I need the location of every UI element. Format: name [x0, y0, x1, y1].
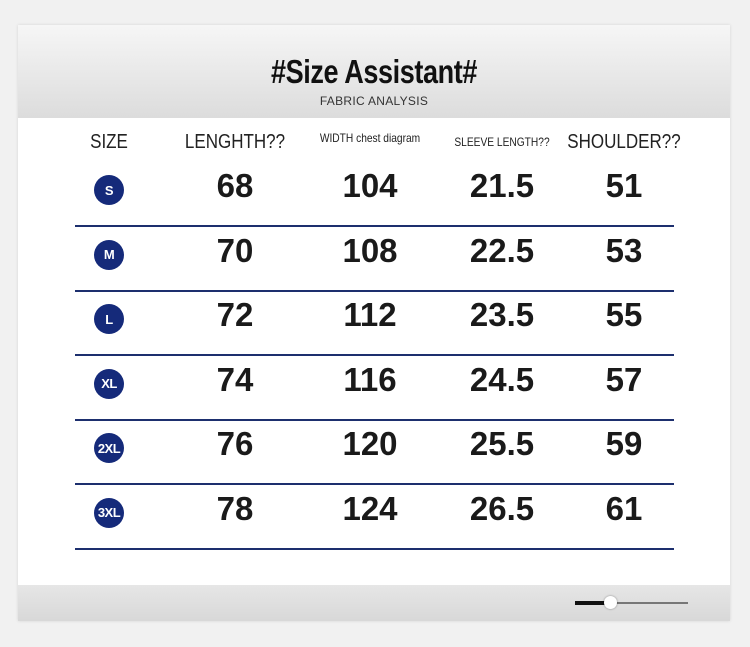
row-divider [75, 225, 674, 227]
cell-value: 59 [605, 425, 643, 462]
cell-value: 124 [342, 489, 398, 527]
cell-value: 55 [605, 296, 643, 333]
cell-value: 24.5 [469, 360, 535, 398]
footer-band [18, 585, 730, 621]
title: #Size Assistant# [270, 53, 477, 90]
size-badge: XL [94, 368, 124, 399]
cell-value: 25.5 [469, 425, 535, 462]
cell-value: 53 [605, 231, 643, 269]
cell-value: 57 [605, 360, 643, 398]
column-header: SHOULDER?? [567, 131, 681, 153]
cell-value: 70 [216, 231, 254, 269]
cell-value: 51 [605, 167, 643, 204]
size-badge: S [94, 175, 124, 205]
cell-value: 72 [216, 296, 254, 333]
cell-value: 23.5 [469, 296, 535, 333]
size-badge: 2XL [94, 433, 124, 463]
cell-value: 76 [216, 425, 254, 462]
size-badge: L [94, 304, 124, 334]
cell-value: 120 [342, 425, 398, 462]
cell-value: 26.5 [469, 489, 535, 527]
cell-value: 104 [342, 167, 398, 204]
column-header: SLEEVE LENGTH?? [454, 135, 550, 149]
column-header: LENGHTH?? [184, 131, 286, 153]
slider-fill [575, 601, 605, 605]
subtitle: FABRIC ANALYSIS [319, 94, 429, 108]
cell-value: 22.5 [469, 231, 535, 269]
cell-value: 78 [216, 489, 254, 527]
cell-value: 21.5 [469, 167, 535, 204]
size-card: #Size Assistant# FABRIC ANALYSIS SIZE LEN… [18, 25, 730, 621]
cell-value: 61 [605, 489, 643, 527]
row-divider [75, 547, 674, 550]
size-badge: 3XL [94, 497, 124, 528]
size-badge: M [94, 239, 124, 270]
row-divider [75, 289, 674, 292]
cell-value: 68 [216, 167, 254, 204]
header-band: #Size Assistant# FABRIC ANALYSIS [18, 25, 730, 118]
column-header: WIDTH chest diagram [319, 131, 421, 145]
row-divider [75, 354, 674, 356]
slider-knob[interactable] [604, 596, 617, 609]
cell-value: 112 [343, 296, 397, 333]
row-divider [75, 418, 674, 421]
cell-value: 116 [343, 360, 397, 398]
cell-value: 74 [216, 360, 254, 398]
column-header: SIZE [90, 131, 128, 153]
slider-track [575, 602, 688, 604]
cell-value: 108 [342, 231, 398, 269]
row-divider [75, 483, 674, 485]
